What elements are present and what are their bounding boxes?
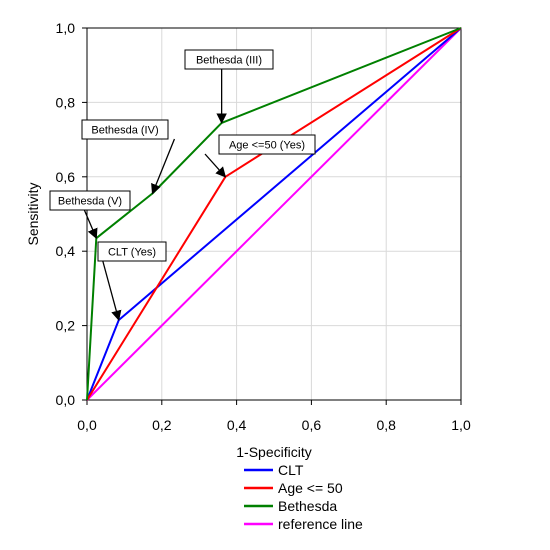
axis-ticks: 0,0 0,2 0,4 0,6 0,8 1,0 0,0 0,2 0,4 0,6 0,8 1,0 (56, 20, 471, 433)
annotation: CLT (Yes) (97, 241, 167, 322)
annotation-label: CLT (Yes) (108, 247, 156, 259)
annotation-box (81, 119, 169, 140)
legend: CLT Age <= 50 Bethesda reference line (244, 462, 363, 532)
annotation-label: Bethesda (III) (196, 55, 262, 67)
annotations: Bethesda (III) Bethesda (IV) Bethesda (V) A… (49, 49, 316, 322)
legend-label: reference line (278, 516, 363, 532)
x-tick-label: 0,0 (77, 417, 97, 433)
annotation-box (218, 134, 316, 155)
y-tick-label: 0,6 (56, 169, 76, 185)
annotation: Bethesda (III) (184, 49, 274, 124)
y-tick-label: 0,4 (56, 243, 76, 259)
y-tick-label: 0,0 (56, 392, 76, 408)
y-tick-label: 0,8 (56, 94, 76, 110)
annotation-box (49, 190, 131, 211)
annotation-label: Bethesda (V) (58, 196, 122, 208)
annotation: Bethesda (V) (49, 190, 131, 240)
y-tick-label: 0,2 (56, 318, 76, 334)
legend-label: Bethesda (278, 498, 337, 514)
x-tick-label: 0,2 (152, 417, 172, 433)
annotation-arrow (151, 138, 176, 195)
annotation-box (97, 241, 167, 262)
x-tick-label: 0,6 (302, 417, 322, 433)
annotation-label: Age <=50 (Yes) (229, 140, 305, 152)
x-tick-label: 1,0 (451, 417, 471, 433)
annotation: Age <=50 (Yes) (204, 134, 316, 178)
annotation-box (184, 49, 274, 70)
series-line-reference-line (86, 27, 462, 401)
x-axis-title: 1-Specificity (236, 444, 311, 460)
annotation: Bethesda (IV) (81, 119, 176, 195)
legend-label: CLT (278, 462, 304, 478)
y-axis-title: Sensitivity (25, 182, 41, 245)
annotation-arrow (102, 260, 122, 322)
annotation-arrow (83, 209, 98, 240)
x-tick-label: 0,8 (376, 417, 396, 433)
annotation-arrow (204, 153, 227, 178)
legend-label: Age <= 50 (278, 480, 343, 496)
annotation-label: Bethesda (IV) (91, 125, 158, 137)
plot-area-frame (86, 27, 462, 401)
y-tick-label: 1,0 (56, 20, 76, 36)
x-tick-label: 0,4 (227, 417, 247, 433)
